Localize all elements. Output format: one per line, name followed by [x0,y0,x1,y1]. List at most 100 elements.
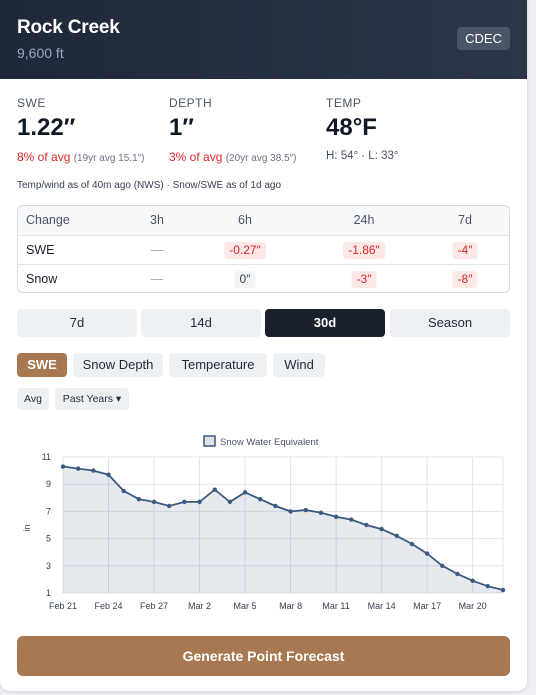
swe-stat: SWE 1.22″ 8% of avg (19yr avg 15.1″) [17,96,145,164]
swe-data-point [227,499,233,505]
swe-data-point [470,578,475,583]
swe-data-point [379,526,384,532]
swe-data-point [212,487,217,492]
change-value: 0″ [234,271,256,288]
swe-data-point [485,584,491,589]
table-cell: -8″ [452,265,478,292]
tab-wind[interactable]: Wind [273,353,325,377]
swe-data-point [197,499,202,505]
station-header: Rock Creek 9,600 ft CDEC [0,0,527,79]
x-tick-label: Mar 2 [188,601,211,611]
y-axis-ticks: 1 3 5 7 9 11 [42,452,51,598]
x-tick-label: Mar 17 [413,601,441,611]
source-badge[interactable]: CDEC [457,27,510,50]
x-tick-label: Mar 5 [234,601,257,611]
y-tick-label: 9 [46,479,51,489]
x-tick-label: Feb 21 [49,601,77,611]
table-cell: -1.86″ [343,236,385,265]
swe-data-point [182,499,187,505]
table-header: 6h [238,213,252,227]
temp-value: 48°F [326,114,377,141]
data-timestamp: Temp/wind as of 40m ago (NWS) · Snow/SWE… [17,180,281,191]
y-tick-label: 3 [46,561,51,571]
tab-swe[interactable]: SWE [17,353,67,377]
range-30d-button[interactable]: 30d [265,309,385,337]
swe-data-point [500,587,506,593]
x-tick-label: Feb 27 [140,601,168,611]
generate-forecast-button[interactable]: Generate Point Forecast [17,636,510,676]
x-tick-label: Mar 8 [279,601,302,611]
tab-temperature[interactable]: Temperature [169,353,267,377]
change-value: -1.86″ [343,242,385,259]
swe-data-point [60,464,66,469]
range-14d-button[interactable]: 14d [141,309,261,337]
table-cell: -3″ [351,265,377,292]
swe-data-point [394,533,399,539]
swe-pct: 8% of avg [17,150,71,164]
y-tick-label: 5 [46,534,51,544]
avg-toggle[interactable]: Avg [17,388,49,410]
swe-data-point [318,510,324,515]
table-header: 7d [458,213,472,227]
swe-data-point [364,522,369,528]
temp-high-low: H: 54° · L: 33° [326,150,399,162]
chart-grid [62,456,504,594]
table-header: Change [26,213,70,227]
temp-label: TEMP [326,96,362,110]
x-tick-label: Mar 20 [459,601,487,611]
swe-data-point [167,503,172,509]
y-tick-label: 1 [46,588,51,598]
range-7d-button[interactable]: 7d [17,309,137,337]
swe-data-point [136,496,142,502]
swe-series-line [62,465,504,591]
table-cell: -4″ [452,236,478,265]
swe-label: SWE [17,96,46,110]
table-row: SWE — -0.27″ -1.86″ -4″ [18,235,509,264]
row-label: Snow [26,272,58,286]
table-header: 3h [150,213,164,227]
table-cell: 0″ [234,265,256,292]
y-axis-label: in [22,524,32,531]
swe-data-point [75,466,81,471]
swe-data-point [333,514,339,520]
swe-percent-of-avg: 8% of avg (19yr avg 15.1″) [17,150,145,164]
depth-value: 1″ [169,114,194,141]
swe-data-point [455,571,460,577]
swe-data-point [409,541,415,547]
swe-value: 1.22″ [17,114,76,141]
y-tick-label: 7 [46,506,51,516]
depth-stat: DEPTH 1″ 3% of avg (20yr avg 38.5″) [169,96,297,164]
legend-swatch [203,435,216,447]
y-tick-label: 11 [42,452,51,462]
station-elevation: 9,600 ft [17,45,64,61]
range-selector: 7d 14d 30d Season [17,309,510,337]
past-years-dropdown[interactable]: Past Years ▾ [55,388,129,410]
swe-data-point [349,517,354,522]
swe-data-point [91,468,96,473]
change-table: Change 3h 6h 24h 7d SWE — -0.27″ -1.86″ … [17,205,510,293]
x-tick-label: Feb 24 [95,601,123,611]
depth-pct: 3% of avg [169,150,223,164]
x-tick-label: Mar 11 [322,601,349,611]
tab-snow-depth[interactable]: Snow Depth [73,353,163,377]
station-card: Rock Creek 9,600 ft CDEC SWE 1.22″ 8% of… [0,0,527,691]
change-value: -8″ [452,271,478,288]
row-label: SWE [26,243,55,257]
table-row: Snow — 0″ -3″ -8″ [18,264,509,292]
legend-label: Snow Water Equivalent [220,437,319,448]
depth-label: DEPTH [169,96,213,110]
x-tick-label: Mar 14 [368,601,396,611]
range-season-button[interactable]: Season [390,309,510,337]
table-header-row: Change 3h 6h 24h 7d [18,206,509,235]
table-header: 24h [353,213,375,227]
swe-avg-note: (19yr avg 15.1″) [73,153,145,164]
swe-data-point [440,563,445,568]
depth-avg-note: (20yr avg 38.5″) [225,153,297,164]
x-axis-ticks: Feb 21 Feb 24 Feb 27 Mar 2 Mar 5 Mar 8 Mar 11 M… [49,601,487,611]
swe-data-point [242,490,248,495]
table-cell: — [150,272,164,286]
table-cell: -0.27″ [224,236,266,265]
swe-data-point [288,509,293,514]
depth-percent-of-avg: 3% of avg (20yr avg 38.5″) [169,150,297,164]
